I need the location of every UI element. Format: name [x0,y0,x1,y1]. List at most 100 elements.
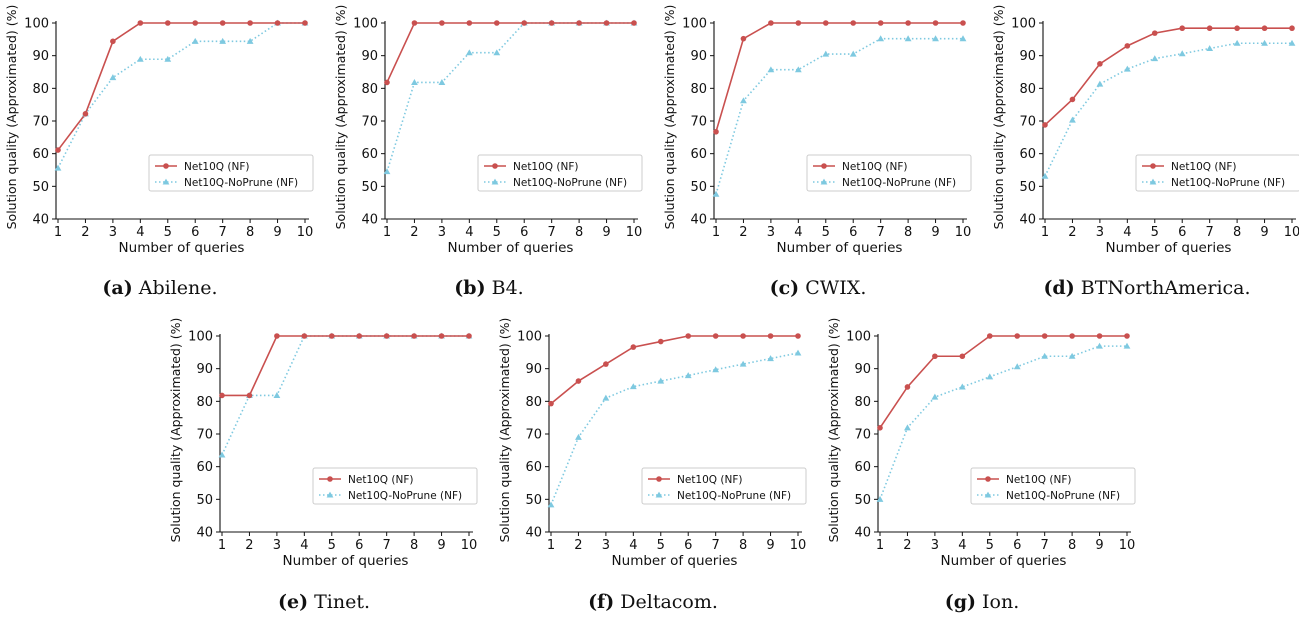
data-point-net10q [1206,25,1213,32]
y-tick-label: 100 [353,17,378,32]
y-tick-label: 40 [525,526,542,541]
data-point-net10q [247,20,253,26]
y-tick-label: 50 [32,180,49,195]
x-tick-label: 2 [81,225,89,240]
x-tick-label: 8 [739,538,747,553]
data-point-net10q [767,333,774,339]
data-point-net10q-noprune [958,383,966,390]
x-tick-label: 3 [767,225,775,240]
data-point-net10q-noprune [109,74,117,81]
data-point-net10q [137,20,144,26]
data-point-net10q [1014,333,1021,339]
y-tick-label: 100 [1011,17,1036,32]
data-point-net10q [219,20,226,26]
y-tick-label: 90 [1019,49,1036,64]
chart-legend: Net10Q (NF) Net10Q-NoPrune (NF) [970,467,1136,505]
y-tick-label: 40 [361,213,378,228]
chart-legend: Net10Q (NF) Net10Q-NoPrune (NF) [1135,154,1299,192]
y-axis-label: Solution quality (Approximated) (%) [333,5,348,230]
panel-title: Abilene. [138,277,218,299]
y-tick-label: 50 [361,180,378,195]
panel-caption: (d) BTNorthAmerica. [987,277,1299,299]
data-point-net10q-noprune [739,360,747,367]
data-point-net10q [575,378,582,384]
chart-svg: 40 50 60 70 80 90 100 1 2 3 4 5 6 7 8 9 10 Number of quer… [662,5,972,256]
data-point-net10q [274,333,280,339]
panel-label: (d) [1043,277,1075,299]
y-tick-label: 100 [517,330,542,345]
data-point-net10q [493,20,500,26]
data-point-net10q-noprune [1151,55,1159,62]
x-tick-label: 10 [790,538,807,553]
y-tick-label: 40 [854,526,871,541]
chart-panel-btnorthamerica: 40 50 60 70 80 90 100 1 2 3 4 5 6 7 8 9 10 Number of quer… [987,0,1299,300]
legend-box [312,467,478,505]
data-point-net10q [1096,333,1103,339]
x-axis-label: Number of queries [448,240,574,256]
y-tick-label: 40 [32,213,49,228]
data-point-net10q [439,20,445,26]
x-tick-label: 10 [1119,538,1136,553]
data-point-net10q-noprune [602,394,610,401]
data-point-net10q-noprune [794,66,802,73]
data-point-net10q [164,20,171,26]
data-point-net10q-noprune [246,37,254,44]
chart-legend: Net10Q (NF) Net10Q-NoPrune (NF) [806,154,972,192]
series-line-net10q-noprune [57,22,305,169]
legend-label-net10q-noprune: Net10Q-NoPrune (NF) [677,490,791,502]
x-tick-label: 7 [1206,225,1214,240]
series-line-net10q [879,335,1127,429]
series-line-net10q [57,22,305,151]
series-line-net10q [550,335,798,405]
legend-marker-net10q-noprune [1149,178,1157,185]
data-point-net10q [1261,25,1268,32]
x-tick-label: 4 [300,538,308,553]
data-point-net10q-noprune [1288,39,1296,46]
x-tick-label: 2 [1068,225,1076,240]
y-tick-label: 70 [525,428,542,443]
x-tick-label: 3 [931,538,939,553]
legend-box [641,467,807,505]
data-point-net10q [110,38,116,45]
y-tick-label: 60 [1019,147,1036,162]
panel-caption: (g) Ion. [822,591,1142,613]
series-line-net10q-noprune [550,352,799,506]
chart-panel-tinet: 40 50 60 70 80 90 100 1 2 3 4 5 6 7 8 9 10 Number of quer… [164,313,484,613]
data-point-net10q [657,338,664,345]
x-tick-label: 10 [1284,225,1299,240]
data-point-net10q-noprune [438,79,446,86]
data-point-net10q-noprune [493,49,501,56]
x-tick-label: 8 [410,538,418,553]
y-tick-label: 70 [854,428,871,443]
x-axis-label: Number of queries [612,553,738,569]
data-point-net10q-noprune [1233,39,1241,46]
y-axis-label: Solution quality (Approximated) (%) [168,318,183,543]
legend-label-net10q-noprune: Net10Q-NoPrune (NF) [1171,177,1285,189]
y-tick-label: 100 [682,17,707,32]
data-point-net10q [932,20,939,26]
y-tick-label: 80 [854,395,871,410]
x-tick-label: 6 [191,225,199,240]
x-tick-label: 7 [548,225,556,240]
data-point-net10q [1097,61,1103,67]
data-point-net10q-noprune [136,55,144,62]
data-point-net10q [274,20,281,26]
legend-marker-net10q-noprune [491,178,499,185]
x-tick-label: 5 [493,225,501,240]
series-line-net10q-noprune [1044,42,1292,177]
data-point-net10q-noprune [904,35,912,42]
data-point-net10q [1179,25,1186,32]
chart-svg: 40 50 60 70 80 90 100 1 2 3 4 5 6 7 8 9 10 Number of quer… [4,5,314,256]
data-point-net10q-noprune [959,35,967,42]
x-tick-label: 8 [904,225,912,240]
data-point-net10q-noprune [1041,172,1049,179]
chart-panel-deltacom: 40 50 60 70 80 90 100 1 2 3 4 5 6 7 8 9 10 Number of quer… [493,313,813,613]
y-tick-label: 80 [196,395,213,410]
data-point-net10q-noprune [1206,45,1214,52]
data-point-net10q [685,333,692,339]
data-point-net10q [630,344,637,350]
x-tick-label: 8 [575,225,583,240]
x-tick-label: 2 [574,538,582,553]
data-point-net10q-noprune [575,433,582,440]
y-tick-label: 70 [361,115,378,130]
